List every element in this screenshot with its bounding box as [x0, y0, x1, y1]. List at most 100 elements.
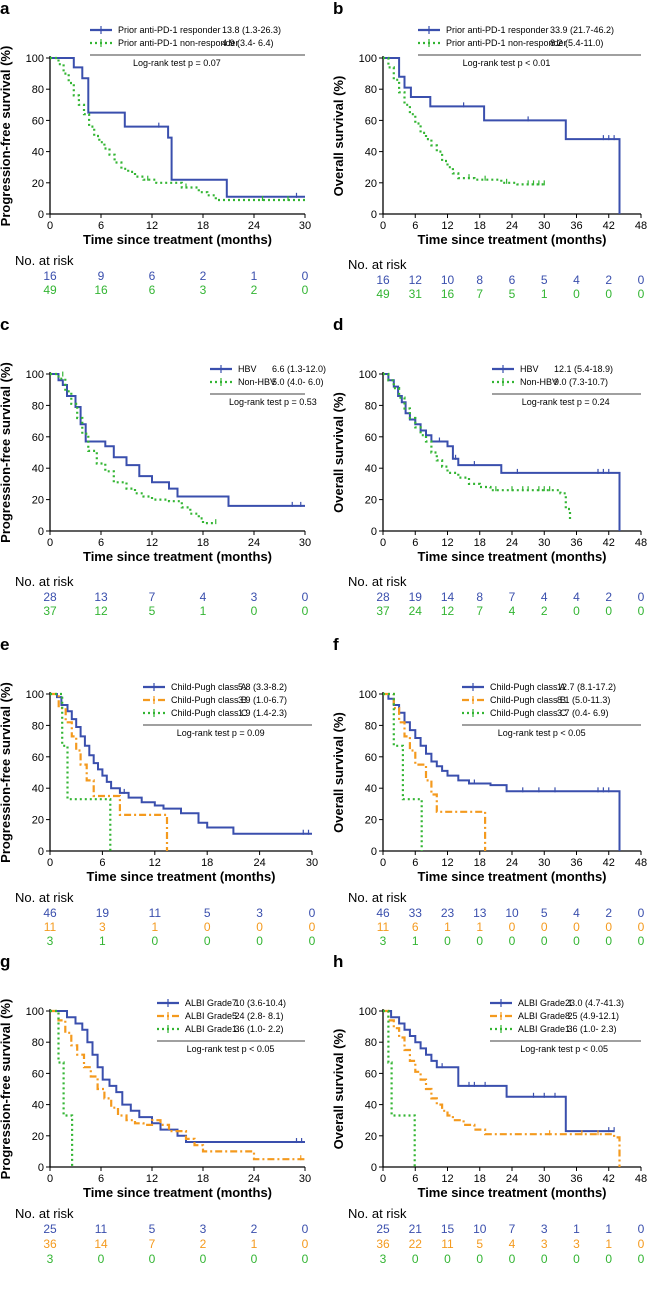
legend-median-ci: 12.7 (8.1-17.2): [557, 682, 616, 692]
y-axis-title: Overall survival (%): [331, 1029, 346, 1150]
risk-count: 0: [638, 934, 645, 948]
y-tick-label: 40: [365, 1100, 377, 1112]
risk-count: 0: [573, 604, 580, 618]
risk-count: 0: [302, 1237, 309, 1251]
risk-count: 4: [573, 906, 580, 920]
legend-median-ci: 5.8 (3.3-8.2): [238, 682, 287, 692]
risk-count: 13: [94, 590, 108, 604]
risk-count: 0: [573, 934, 580, 948]
risk-count: 0: [309, 920, 316, 934]
x-axis-title: Time since treatment (months): [417, 869, 606, 884]
y-tick-label: 40: [32, 147, 44, 159]
risk-count: 10: [505, 906, 519, 920]
risk-table-title: No. at risk: [348, 890, 407, 905]
y-tick-label: 20: [365, 495, 377, 507]
y-tick-label: 20: [32, 815, 44, 827]
x-tick-label: 36: [570, 857, 582, 869]
x-tick-label: 24: [248, 1173, 260, 1185]
x-tick-label: 30: [538, 1173, 550, 1185]
y-tick-label: 80: [365, 1037, 377, 1049]
risk-count: 7: [509, 1222, 516, 1236]
survival-curve-1: [50, 1010, 305, 1143]
y-tick-label: 100: [359, 1006, 377, 1018]
x-tick-label: 42: [603, 857, 615, 869]
survival-curve-2: [383, 692, 487, 851]
y-tick-label: 60: [32, 752, 44, 764]
risk-count: 4: [200, 590, 207, 604]
risk-count: 11: [149, 906, 162, 920]
risk-count: 11: [441, 1237, 454, 1251]
risk-count: 49: [43, 283, 57, 297]
risk-count: 0: [309, 934, 316, 948]
x-tick-label: 30: [299, 1173, 311, 1185]
risk-count: 2: [251, 283, 258, 297]
risk-count: 37: [376, 604, 390, 618]
risk-count: 0: [509, 1252, 516, 1266]
risk-count: 0: [151, 934, 158, 948]
y-tick-label: 80: [32, 1037, 44, 1049]
risk-count: 16: [376, 273, 390, 287]
risk-count: 2: [200, 1237, 207, 1251]
risk-count: 7: [476, 287, 483, 301]
risk-count: 11: [377, 920, 390, 934]
risk-count: 33: [409, 906, 423, 920]
x-tick-label: 24: [506, 537, 518, 549]
x-tick-label: 0: [380, 857, 386, 869]
legend-label: Child-Pugh class A: [490, 682, 566, 692]
risk-count: 28: [43, 590, 57, 604]
risk-count: 0: [200, 1252, 207, 1266]
x-tick-label: 18: [197, 220, 209, 232]
x-tick-label: 12: [146, 220, 158, 232]
x-axis-title: Time since treatment (months): [417, 232, 606, 247]
risk-count: 7: [149, 1237, 156, 1251]
risk-count: 0: [605, 934, 612, 948]
survival-curve-2: [50, 372, 216, 525]
risk-count: 3: [380, 934, 387, 948]
legend-label: ALBI Grade 3: [518, 1024, 573, 1034]
risk-count: 0: [638, 590, 645, 604]
x-tick-label: 12: [441, 220, 453, 232]
x-tick-label: 48: [635, 857, 647, 869]
logrank-text: Log-rank test p < 0.05: [187, 1044, 275, 1054]
x-tick-label: 36: [570, 537, 582, 549]
legend-label: Non-HBV: [520, 377, 558, 387]
panel-letter: f: [333, 635, 339, 654]
risk-count: 12: [409, 273, 423, 287]
x-tick-label: 48: [635, 220, 647, 232]
x-tick-label: 6: [412, 537, 418, 549]
risk-count: 0: [541, 1252, 548, 1266]
y-tick-label: 80: [365, 720, 377, 732]
risk-count: 8: [476, 590, 483, 604]
survival-curve-3: [383, 692, 423, 851]
risk-count: 15: [441, 1222, 455, 1236]
legend-label: Prior anti-PD-1 responder: [118, 25, 221, 35]
risk-count: 5: [541, 273, 548, 287]
survival-curve-2: [383, 1009, 621, 1167]
x-tick-label: 42: [603, 220, 615, 232]
legend-label: Child-Pugh class C: [490, 708, 567, 718]
x-tick-label: 18: [474, 857, 486, 869]
x-axis-title: Time since treatment (months): [86, 869, 275, 884]
risk-count: 0: [204, 934, 211, 948]
x-tick-label: 12: [441, 537, 453, 549]
legend-label: ALBI Grade 1: [518, 998, 573, 1008]
risk-count: 10: [473, 1222, 487, 1236]
x-tick-label: 30: [306, 857, 318, 869]
panel-letter: b: [333, 0, 343, 18]
x-axis-title: Time since treatment (months): [417, 549, 606, 564]
risk-count: 8: [476, 273, 483, 287]
y-tick-label: 20: [365, 815, 377, 827]
y-tick-label: 20: [32, 1131, 44, 1143]
risk-count: 2: [541, 604, 548, 618]
x-tick-label: 24: [253, 857, 265, 869]
risk-count: 28: [376, 590, 390, 604]
legend-median-ci: 7.0 (3.6-10.4): [232, 998, 286, 1008]
y-tick-label: 0: [371, 526, 377, 538]
x-tick-label: 24: [506, 857, 518, 869]
logrank-text: Log-rank test p < 0.05: [498, 728, 586, 738]
risk-count: 0: [605, 287, 612, 301]
panel-letter: g: [0, 952, 10, 971]
y-tick-label: 20: [365, 1131, 377, 1143]
legend-label: Child-Pugh class C: [171, 708, 248, 718]
x-tick-label: 30: [538, 220, 550, 232]
